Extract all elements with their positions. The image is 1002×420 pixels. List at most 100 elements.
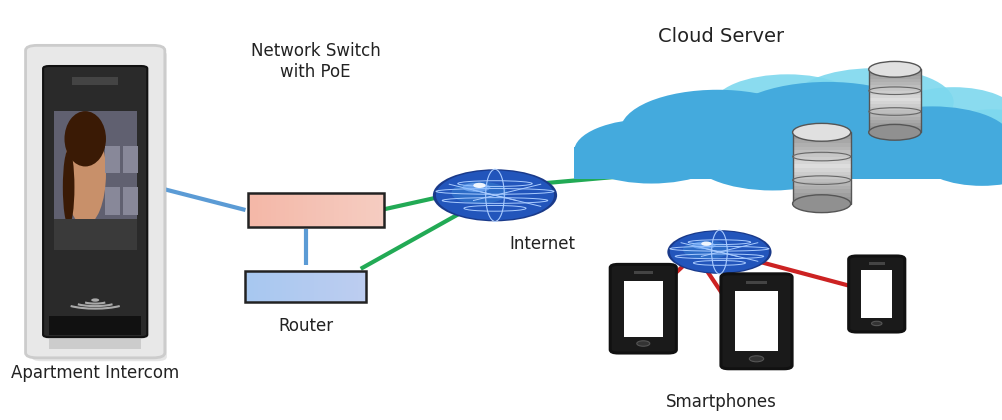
Bar	[793, 200, 851, 204]
Bar	[869, 76, 921, 79]
Ellipse shape	[64, 111, 106, 166]
Bar	[346, 271, 350, 302]
Bar	[306, 271, 310, 302]
Bar	[270, 271, 274, 302]
Bar	[793, 157, 851, 161]
Bar	[793, 186, 851, 189]
Bar	[869, 92, 921, 94]
Bar	[379, 193, 384, 227]
Bar	[248, 193, 253, 227]
Bar	[793, 143, 851, 147]
Bar	[298, 193, 303, 227]
Bar	[793, 175, 851, 179]
Bar	[793, 132, 851, 136]
Bar	[54, 219, 136, 249]
Bar	[869, 85, 921, 88]
Bar	[375, 193, 379, 227]
Ellipse shape	[452, 181, 507, 204]
FancyBboxPatch shape	[610, 265, 676, 353]
Circle shape	[637, 341, 649, 346]
Bar	[278, 271, 282, 302]
Bar	[869, 262, 885, 265]
Bar	[735, 291, 778, 351]
Ellipse shape	[793, 123, 851, 141]
Bar	[793, 164, 851, 168]
Circle shape	[670, 231, 769, 273]
Bar	[633, 271, 653, 274]
Bar	[286, 271, 290, 302]
Circle shape	[701, 241, 711, 246]
Circle shape	[620, 90, 815, 171]
Bar	[314, 271, 318, 302]
Bar	[321, 193, 325, 227]
Bar	[869, 88, 921, 91]
Bar	[793, 139, 851, 143]
Bar	[869, 110, 921, 113]
Bar	[793, 197, 851, 200]
Bar	[276, 193, 281, 227]
Circle shape	[853, 106, 1002, 173]
Circle shape	[872, 321, 882, 326]
Bar	[254, 271, 258, 302]
FancyBboxPatch shape	[31, 50, 166, 361]
Bar	[354, 271, 358, 302]
Bar	[258, 193, 263, 227]
Ellipse shape	[869, 61, 921, 77]
Bar	[325, 193, 330, 227]
Bar	[105, 187, 120, 215]
Bar	[289, 193, 294, 227]
Bar	[312, 193, 317, 227]
Circle shape	[473, 183, 486, 188]
Bar	[370, 193, 375, 227]
Bar	[298, 271, 302, 302]
Bar	[123, 146, 138, 173]
Bar	[262, 271, 266, 302]
Bar	[310, 271, 314, 302]
Bar	[274, 271, 278, 302]
Bar	[350, 271, 354, 302]
Bar	[357, 193, 361, 227]
Bar	[294, 193, 298, 227]
Bar	[271, 193, 276, 227]
Bar	[869, 107, 921, 110]
Bar	[335, 193, 339, 227]
Circle shape	[677, 97, 796, 147]
Bar	[123, 187, 138, 215]
Bar	[290, 271, 294, 302]
Bar	[263, 193, 267, 227]
Bar	[343, 193, 348, 227]
Bar	[49, 339, 141, 349]
Bar	[861, 270, 893, 318]
Bar	[745, 281, 768, 284]
Circle shape	[722, 82, 932, 170]
Bar	[574, 147, 1002, 179]
Bar	[302, 271, 306, 302]
Bar	[330, 271, 334, 302]
Bar	[677, 118, 1002, 143]
Circle shape	[667, 230, 772, 274]
Circle shape	[712, 74, 863, 137]
Text: Router: Router	[278, 317, 334, 335]
Bar	[307, 193, 312, 227]
Bar	[793, 154, 851, 157]
Circle shape	[749, 356, 764, 362]
Bar	[793, 132, 851, 204]
Bar	[266, 271, 270, 302]
Bar	[245, 271, 249, 302]
Bar	[869, 129, 921, 132]
Bar	[342, 271, 346, 302]
Circle shape	[433, 169, 557, 221]
Bar	[248, 193, 384, 227]
FancyBboxPatch shape	[43, 66, 147, 337]
Bar	[353, 193, 357, 227]
Bar	[334, 271, 338, 302]
Bar	[338, 271, 342, 302]
Bar	[793, 171, 851, 175]
Bar	[869, 69, 921, 72]
Bar	[362, 271, 366, 302]
Ellipse shape	[793, 195, 851, 213]
Bar	[869, 79, 921, 82]
Bar	[869, 94, 921, 97]
Bar	[366, 193, 371, 227]
Bar	[54, 111, 136, 249]
